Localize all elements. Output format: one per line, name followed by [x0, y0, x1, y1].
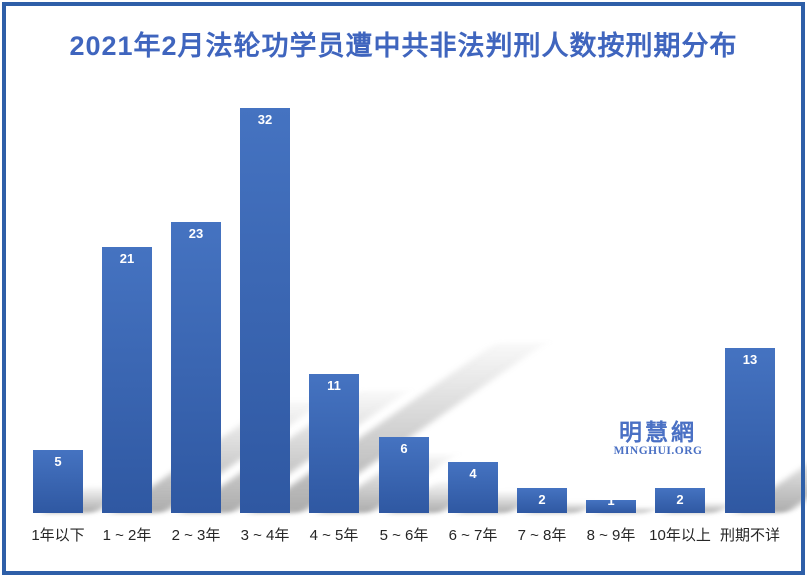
- bar-value-label: 2: [538, 492, 546, 507]
- minghui-logo-cjk: 明慧網: [619, 419, 697, 445]
- x-axis-label: 刑期不详: [719, 527, 780, 544]
- bar-value-label: 32: [257, 112, 273, 127]
- x-axis-label: 1年以下: [31, 527, 85, 544]
- bar-value-label: 6: [400, 441, 408, 456]
- bar-1年以下: 5: [33, 450, 83, 513]
- x-axis-label: 2 ~ 3年: [171, 527, 221, 544]
- bar-value-label: 23: [188, 226, 204, 241]
- bar-10年以上: 2: [655, 488, 705, 513]
- minghui-watermark: 明慧網 MINGHUI.ORG: [602, 420, 714, 457]
- bar-8 ~ 9年: 1: [586, 500, 636, 513]
- minghui-logo-latin: MINGHUI.ORG: [613, 445, 703, 458]
- bar-1 ~ 2年: 21: [102, 247, 152, 513]
- bar-3 ~ 4年: 32: [240, 108, 290, 513]
- x-axis-label: 5 ~ 6年: [379, 527, 429, 544]
- bar-2 ~ 3年: 23: [171, 222, 221, 513]
- bar-value-label: 13: [742, 352, 758, 367]
- bar-value-label: 11: [327, 378, 341, 393]
- bar-value-label: 5: [54, 454, 62, 469]
- x-axis-label: 7 ~ 8年: [517, 527, 567, 544]
- bar-value-label: 21: [119, 251, 135, 266]
- x-axis-label: 8 ~ 9年: [586, 527, 636, 544]
- bar-刑期不详: 13: [725, 348, 775, 513]
- bar-6 ~ 7年: 4: [448, 462, 498, 513]
- x-axis-label: 10年以上: [649, 527, 711, 544]
- x-axis-label: 3 ~ 4年: [240, 527, 290, 544]
- bar-value-label: 1: [607, 500, 615, 508]
- bar-7 ~ 8年: 2: [517, 488, 567, 513]
- bar-5 ~ 6年: 6: [379, 437, 429, 513]
- x-axis-label: 6 ~ 7年: [448, 527, 498, 544]
- bar-4 ~ 5年: 11: [309, 374, 359, 513]
- chart-title: 2021年2月法轮功学员遭中共非法判刑人数按刑期分布: [69, 31, 738, 61]
- x-axis-label: 4 ~ 5年: [309, 527, 359, 544]
- x-axis-label: 1 ~ 2年: [102, 527, 152, 544]
- bar-value-label: 2: [676, 492, 684, 507]
- bar-value-label: 4: [469, 466, 477, 481]
